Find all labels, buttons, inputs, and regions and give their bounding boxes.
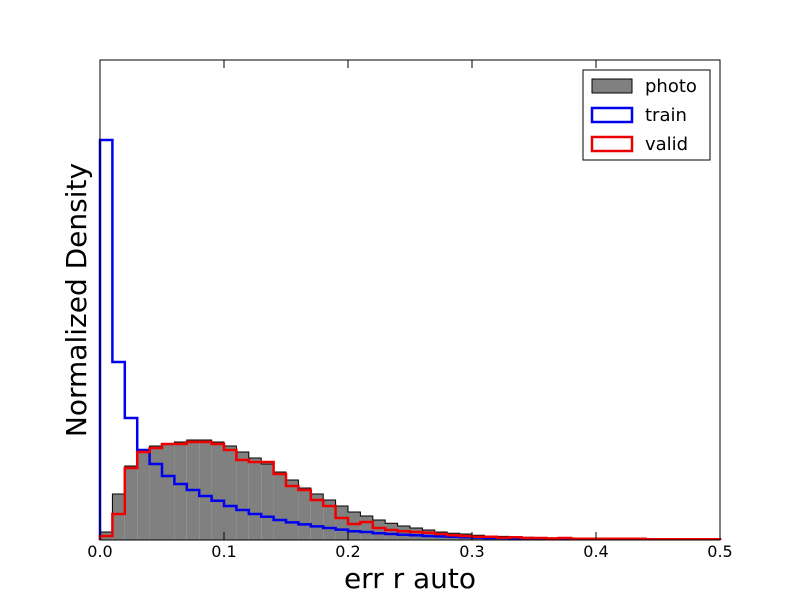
photo-bar — [224, 446, 237, 540]
photo-bar — [335, 506, 348, 540]
photo-bar — [261, 464, 274, 540]
legend-label-valid: valid — [645, 134, 688, 155]
photo-bar — [149, 446, 162, 540]
legend: photo train valid — [582, 69, 711, 161]
x-axis-label: err r auto — [344, 562, 476, 595]
photo-bar — [137, 452, 150, 540]
legend-swatch-valid — [590, 135, 634, 153]
plot-frame — [99, 59, 721, 541]
photo-bar — [310, 494, 324, 540]
photo-bar — [348, 512, 361, 540]
x-tick-label: 0.4 — [583, 542, 608, 561]
legend-swatch-photo — [591, 78, 633, 94]
series-layer — [98, 138, 722, 541]
photo-bar — [273, 472, 286, 540]
y-axis-label: Normalized Density — [60, 163, 93, 437]
photo-bar — [124, 466, 138, 540]
photo-bar — [248, 458, 262, 540]
photo-bar — [162, 444, 175, 540]
x-axis: 0.0 0.1 0.2 0.3 0.4 0.5 — [87, 60, 733, 561]
x-tick-label: 0.3 — [459, 542, 484, 561]
legend-label-train: train — [645, 105, 687, 126]
photo-bar — [298, 488, 311, 540]
x-tick-label: 0.2 — [335, 542, 360, 561]
x-tick-label: 0.5 — [707, 542, 732, 561]
photo-bar — [174, 442, 187, 540]
photo-bar — [199, 440, 212, 540]
photo-bar — [211, 442, 224, 540]
valid-step-line — [98, 440, 722, 541]
photo-bar — [360, 516, 373, 540]
photo-bar — [385, 523, 398, 540]
photo-bar — [236, 452, 249, 540]
photo-bar — [286, 480, 299, 540]
legend-label-photo: photo — [645, 76, 697, 97]
x-tick-label: 0.1 — [211, 542, 236, 561]
photo-bar — [323, 500, 336, 540]
x-tick-label: 0.0 — [87, 542, 112, 561]
photo-bar — [397, 526, 410, 540]
legend-swatch-train — [590, 106, 634, 124]
photo-bar — [112, 494, 125, 540]
series-photo — [99, 439, 721, 541]
series-valid — [98, 440, 722, 541]
photo-bar — [372, 520, 386, 540]
